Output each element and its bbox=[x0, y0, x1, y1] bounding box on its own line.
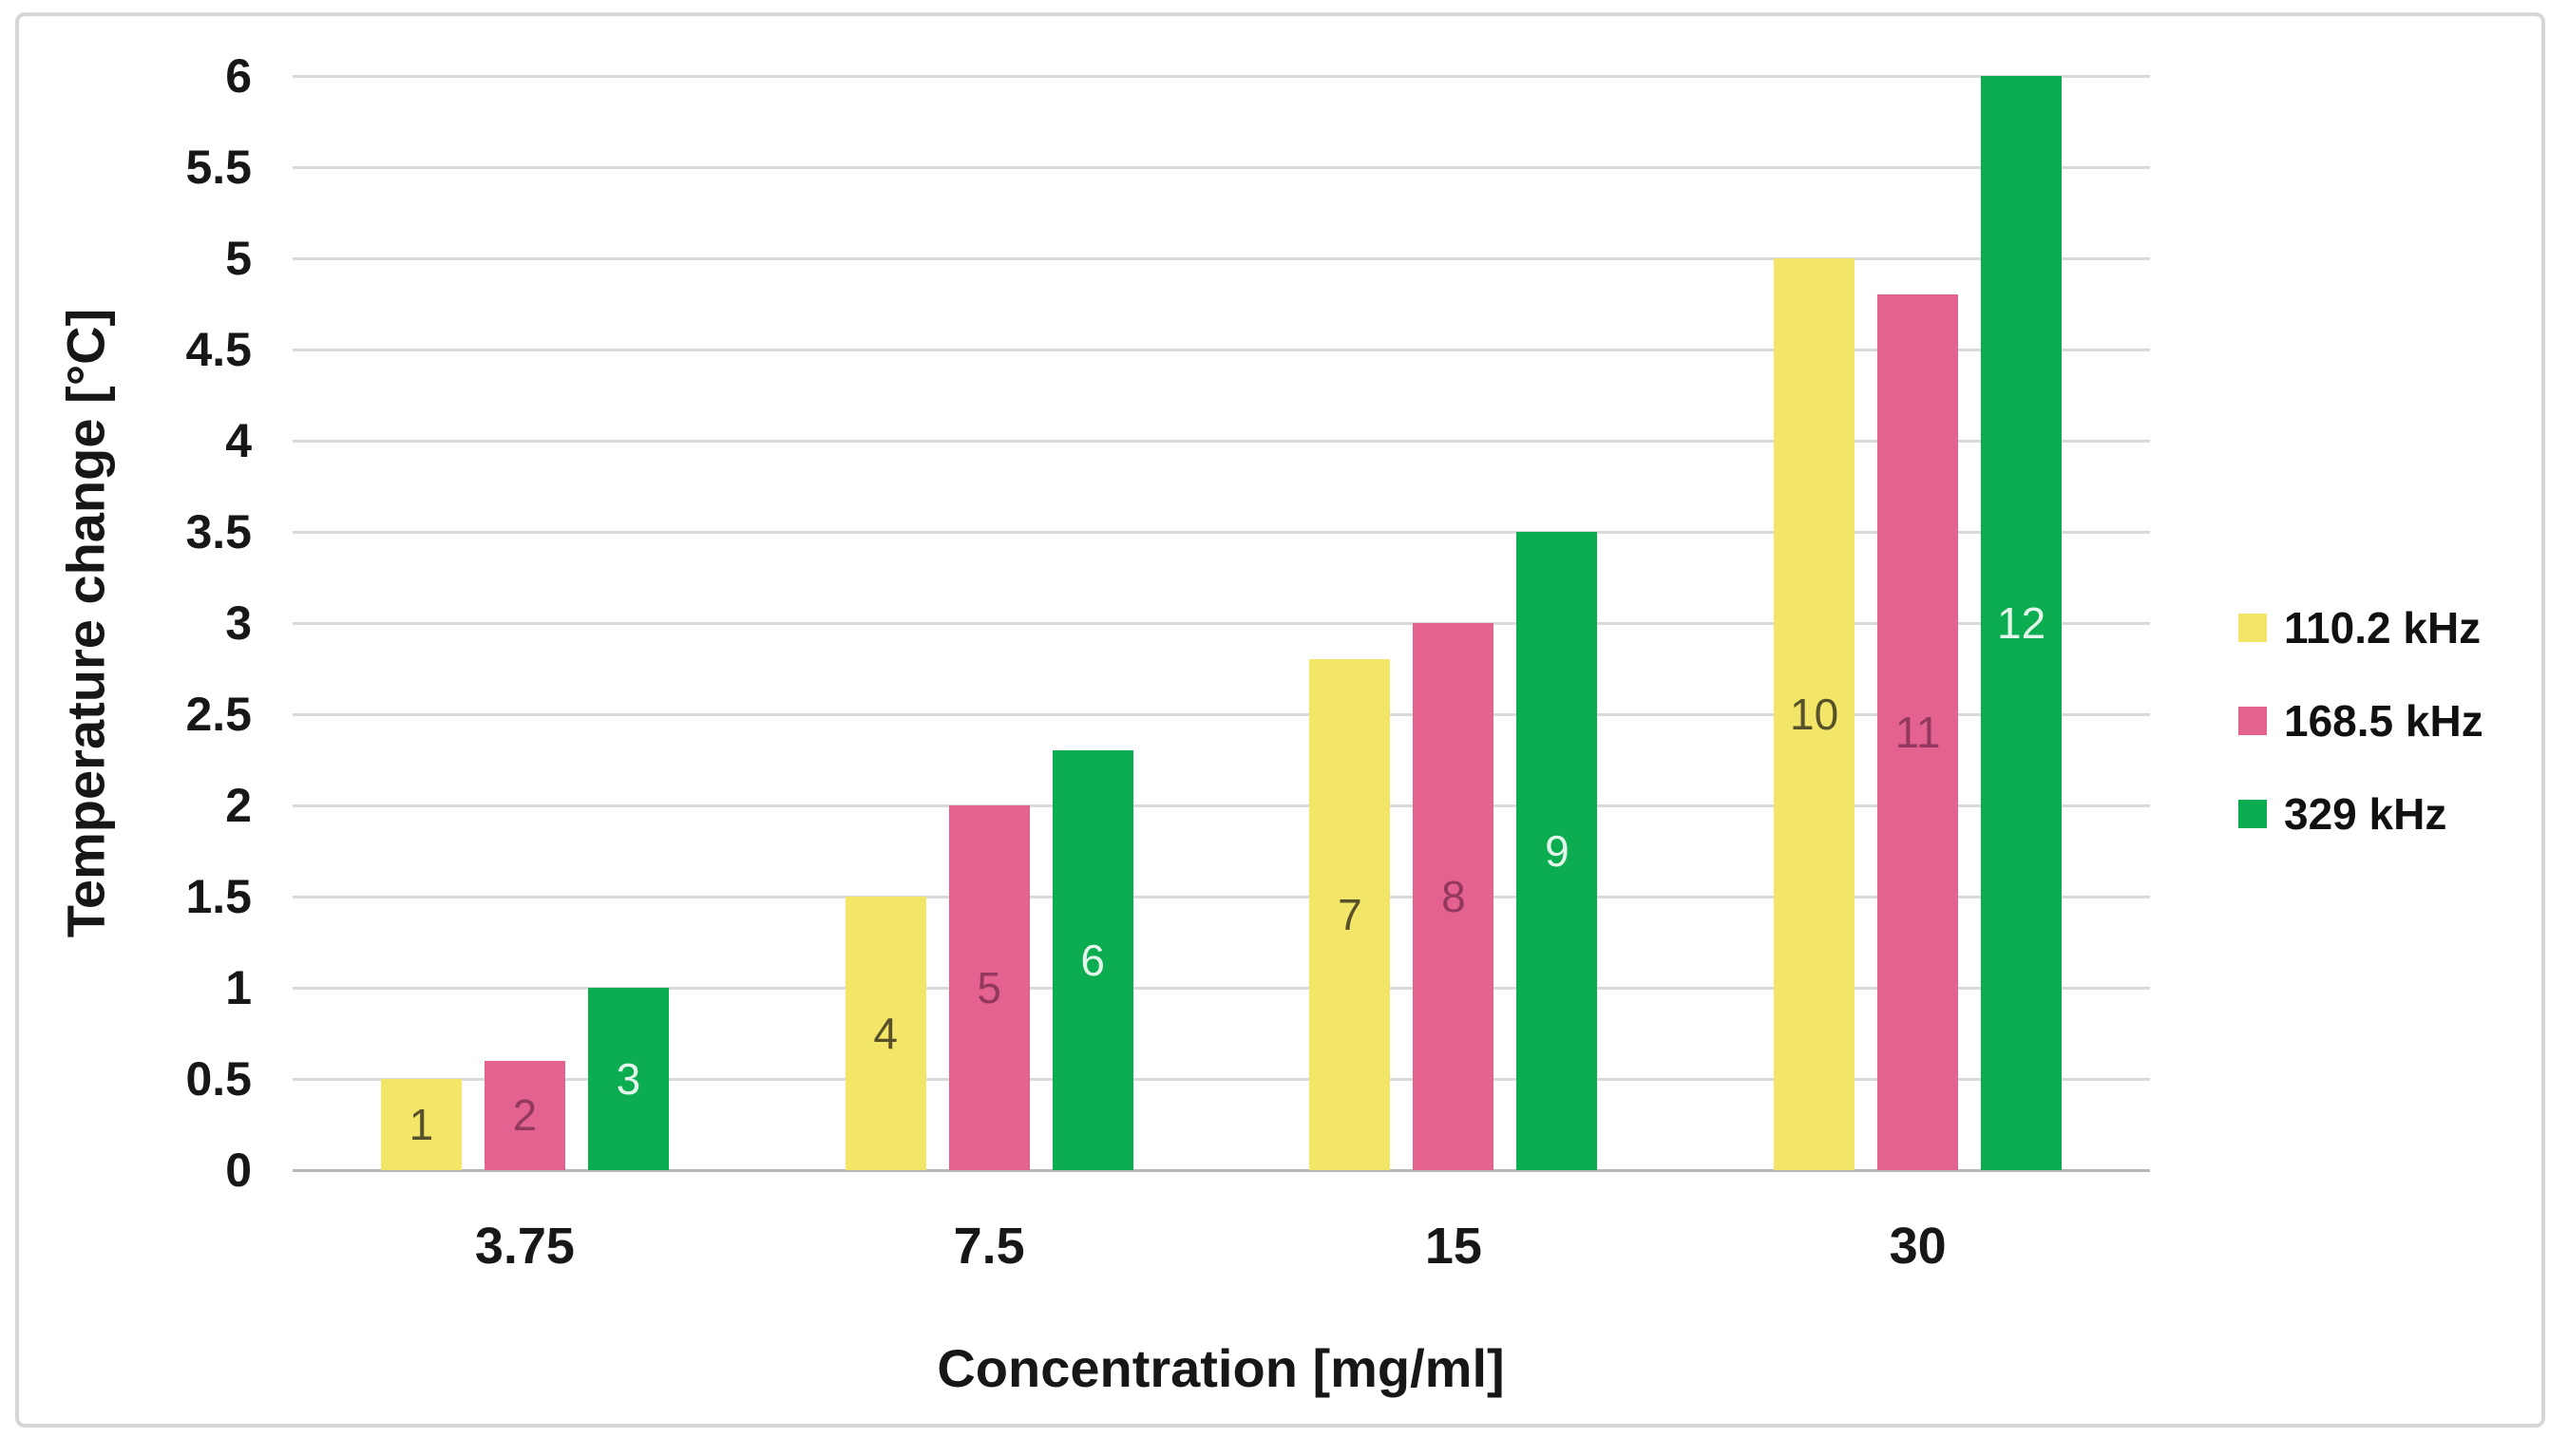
bar bbox=[1516, 532, 1598, 1170]
gridline bbox=[293, 804, 2150, 807]
legend-label: 329 kHz bbox=[2284, 789, 2447, 839]
legend-swatch bbox=[2238, 800, 2267, 828]
legend-swatch bbox=[2238, 614, 2267, 642]
y-tick-label: 5 bbox=[225, 232, 252, 285]
x-tick-label: 7.5 bbox=[953, 1218, 1025, 1275]
bar bbox=[845, 897, 926, 1170]
y-tick-label: 3 bbox=[225, 596, 252, 650]
bar-data-label: 12 bbox=[1997, 598, 2046, 648]
bar bbox=[587, 988, 669, 1170]
y-tick-label: 2 bbox=[225, 779, 252, 832]
gridline bbox=[293, 257, 2150, 260]
gridline bbox=[293, 987, 2150, 990]
chart-border bbox=[15, 12, 2545, 1428]
legend-label: 168.5 kHz bbox=[2284, 696, 2483, 746]
y-tick-label: 1 bbox=[225, 961, 252, 1014]
legend-item: 168.5 kHz bbox=[2238, 674, 2483, 767]
bar bbox=[1309, 659, 1391, 1170]
bar-data-label: 9 bbox=[1545, 826, 1569, 876]
bar-data-label: 5 bbox=[977, 963, 1001, 1012]
gridline bbox=[293, 622, 2150, 625]
y-tick-label: 3.5 bbox=[185, 505, 252, 558]
bar-data-label: 10 bbox=[1790, 690, 1839, 739]
y-tick-label: 0 bbox=[225, 1144, 252, 1197]
bar bbox=[1052, 750, 1133, 1170]
gridline bbox=[293, 1078, 2150, 1081]
gridline bbox=[293, 75, 2150, 78]
gridline bbox=[293, 713, 2150, 716]
bar-data-label: 11 bbox=[1894, 708, 1941, 758]
bar-data-label: 4 bbox=[873, 1009, 898, 1058]
bar bbox=[380, 1079, 462, 1170]
x-tick-label: 3.75 bbox=[474, 1218, 575, 1275]
bar bbox=[1981, 76, 2063, 1170]
legend-item: 110.2 kHz bbox=[2238, 581, 2483, 674]
x-tick-label: 30 bbox=[1889, 1218, 1947, 1275]
gridline bbox=[293, 531, 2150, 534]
gridline bbox=[293, 166, 2150, 169]
y-tick-label: 4.5 bbox=[185, 323, 252, 376]
y-tick-label: 6 bbox=[225, 49, 252, 103]
bar bbox=[1413, 623, 1494, 1170]
bar-data-label: 7 bbox=[1338, 890, 1362, 940]
bar bbox=[948, 805, 1030, 1170]
bar-data-label: 1 bbox=[409, 1100, 434, 1149]
x-axis-line bbox=[293, 1169, 2150, 1172]
legend-label: 110.2 kHz bbox=[2284, 603, 2482, 652]
y-tick-label: 5.5 bbox=[185, 141, 252, 194]
x-axis-title: Concentration [mg/ml] bbox=[937, 1338, 1505, 1398]
bar-data-label: 8 bbox=[1441, 872, 1466, 921]
y-tick-label: 1.5 bbox=[185, 870, 252, 923]
y-tick-label: 2.5 bbox=[185, 688, 252, 741]
bar bbox=[1877, 294, 1959, 1170]
legend-swatch bbox=[2238, 707, 2267, 735]
y-tick-label: 0.5 bbox=[185, 1052, 252, 1106]
bar-data-label: 6 bbox=[1080, 936, 1105, 986]
bar-data-label: 3 bbox=[616, 1054, 641, 1104]
gridline bbox=[293, 896, 2150, 898]
y-tick-label: 4 bbox=[225, 414, 252, 467]
gridline bbox=[293, 440, 2150, 443]
legend: 110.2 kHz 168.5 kHz 329 kHz bbox=[2238, 581, 2483, 860]
bar-data-label: 2 bbox=[512, 1090, 538, 1141]
legend-item: 329 kHz bbox=[2238, 767, 2483, 860]
x-tick-label: 15 bbox=[1424, 1218, 1482, 1275]
gridline bbox=[293, 349, 2150, 351]
bar bbox=[484, 1060, 565, 1170]
bar bbox=[1774, 258, 1855, 1170]
